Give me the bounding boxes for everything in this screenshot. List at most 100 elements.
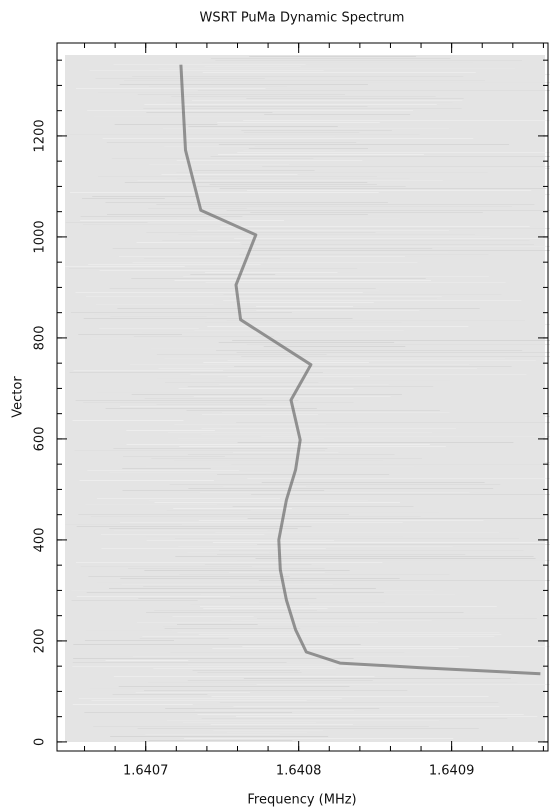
noise-streak <box>76 562 383 563</box>
noise-streak <box>244 462 550 463</box>
noise-streak <box>154 610 317 611</box>
signal-trace <box>179 64 541 676</box>
x-tick-label: 1.6408 <box>276 764 322 779</box>
noise-streak <box>176 218 401 219</box>
noise-streak <box>109 288 376 289</box>
noise-streak <box>149 164 290 165</box>
noise-streak <box>92 118 450 119</box>
noise-streak <box>197 90 550 91</box>
noise-streak <box>248 148 369 149</box>
noise-streak <box>122 456 225 457</box>
noise-streak <box>232 340 550 341</box>
noise-streak <box>235 716 538 717</box>
noise-streak <box>80 220 285 221</box>
noise-streak <box>148 682 518 683</box>
noise-streak <box>149 500 369 501</box>
noise-streak <box>143 690 408 691</box>
noise-streak <box>258 324 550 325</box>
noise-streak <box>178 234 476 235</box>
noise-streak <box>217 474 390 475</box>
noise-streak <box>146 540 335 541</box>
noise-streak <box>237 152 550 153</box>
noise-streak <box>109 528 298 529</box>
noise-streak <box>108 588 376 589</box>
noise-streak <box>211 696 489 697</box>
noise-streak <box>203 362 369 363</box>
noise-streak <box>162 240 530 241</box>
noise-streak <box>247 190 532 191</box>
noise-streak <box>223 294 502 295</box>
noise-streak <box>92 196 197 197</box>
noise-streak <box>229 572 325 573</box>
noise-streak <box>215 380 451 381</box>
noise-streak <box>210 156 550 157</box>
noise-streak <box>146 232 376 233</box>
noise-streak <box>146 112 273 113</box>
noise-streak <box>69 268 358 269</box>
noise-streak <box>90 688 346 689</box>
x-tick-label: 1.6407 <box>123 764 169 779</box>
noise-streak <box>198 520 484 521</box>
noise-streak <box>148 740 293 741</box>
noise-streak <box>174 280 432 281</box>
noise-streak <box>79 480 214 481</box>
noise-streak <box>161 174 298 175</box>
noise-streak <box>231 620 432 621</box>
noise-streak <box>101 534 265 535</box>
noise-streak <box>241 244 535 245</box>
noise-streak <box>149 86 288 87</box>
noise-streak <box>241 356 550 357</box>
noise-streak <box>107 214 368 215</box>
noise-streak <box>90 516 421 517</box>
noise-streak <box>70 192 379 193</box>
noise-streak <box>98 176 378 177</box>
noise-streak <box>212 542 550 543</box>
noise-streak <box>131 278 426 279</box>
noise-streak <box>133 336 274 337</box>
noise-streak <box>262 166 550 167</box>
noise-streak <box>113 448 328 449</box>
y-tick-label: 800 <box>33 326 48 351</box>
noise-streak <box>247 74 550 75</box>
noise-streak <box>87 470 240 471</box>
noise-streak <box>73 658 354 659</box>
noise-streak <box>137 94 346 95</box>
noise-streak <box>105 202 388 203</box>
noise-streak <box>236 422 550 423</box>
y-tick-label: 200 <box>33 628 48 653</box>
noise-streak <box>255 558 536 559</box>
noise-streak <box>142 636 495 637</box>
noise-streak <box>175 556 534 557</box>
noise-streak <box>78 698 342 699</box>
noise-streak <box>210 58 451 59</box>
noise-streak <box>87 110 413 111</box>
noise-streak <box>164 146 255 147</box>
noise-streak <box>113 64 306 65</box>
noise-streak <box>218 342 395 343</box>
noise-streak <box>220 226 530 227</box>
noise-streak <box>199 206 513 207</box>
noise-streak <box>204 272 338 273</box>
noise-streak <box>172 616 254 617</box>
noise-streak <box>188 488 494 489</box>
noise-streak <box>219 702 499 703</box>
noise-streak <box>184 738 454 739</box>
chart-title: WSRT PuMa Dynamic Spectrum <box>200 11 405 26</box>
noise-streak <box>204 564 312 565</box>
noise-streak <box>135 692 250 693</box>
noise-streak <box>143 108 462 109</box>
noise-streak <box>219 550 524 551</box>
noise-streak <box>236 352 550 353</box>
noise-streak <box>162 128 450 129</box>
noise-streak <box>179 574 450 575</box>
noise-streak <box>138 598 317 599</box>
noise-streak <box>105 660 189 661</box>
noise-streak <box>215 60 522 61</box>
noise-streak <box>243 678 511 679</box>
noise-streak <box>176 160 363 161</box>
noise-streak <box>83 224 234 225</box>
noise-streak <box>179 390 451 391</box>
noise-streak <box>144 104 437 105</box>
noise-streak <box>145 466 415 467</box>
noise-streak <box>72 662 287 663</box>
